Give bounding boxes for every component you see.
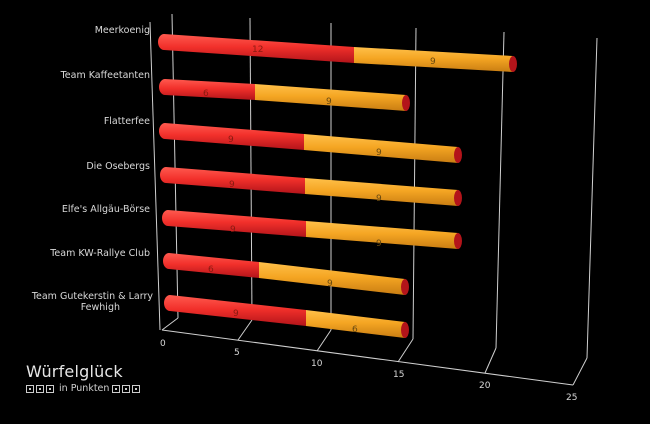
svg-text:6: 6 bbox=[208, 265, 214, 275]
bar-flatterfee: 9 9 bbox=[159, 123, 462, 163]
dice-icon bbox=[26, 384, 34, 393]
svg-text:9: 9 bbox=[229, 180, 235, 190]
category-label: Elfe's Allgäu-Börse bbox=[61, 204, 150, 215]
svg-text:9: 9 bbox=[233, 309, 239, 319]
svg-text:9: 9 bbox=[228, 135, 234, 145]
chart-subtitle: in Punkten bbox=[26, 383, 142, 394]
svg-text:9: 9 bbox=[230, 225, 236, 235]
x-tick-10: 10 bbox=[311, 359, 323, 369]
category-label: Meerkoenig bbox=[94, 25, 150, 36]
bar-die-osebergs: 9 9 bbox=[160, 167, 462, 206]
dice-icon bbox=[112, 384, 121, 393]
x-tick-20: 20 bbox=[479, 381, 491, 391]
subtitle-text: in Punkten bbox=[59, 383, 110, 394]
category-label: Die Osebergs bbox=[86, 161, 150, 172]
dice-icon bbox=[122, 384, 131, 393]
category-label: Fewhigh bbox=[80, 302, 120, 313]
svg-text:9: 9 bbox=[430, 57, 436, 67]
bar-team-kaffeetanten: 6 9 bbox=[159, 79, 410, 111]
svg-text:12: 12 bbox=[252, 45, 263, 55]
category-label: Team Gutekerstin & Larry bbox=[31, 291, 153, 302]
svg-text:9: 9 bbox=[376, 239, 382, 249]
chart-title: Würfelglück bbox=[26, 362, 123, 381]
svg-text:9: 9 bbox=[376, 148, 382, 158]
bar-team-kw-rallye-club: 6 9 bbox=[163, 253, 409, 295]
category-label: Team Kaffeetanten bbox=[60, 70, 150, 81]
svg-text:9: 9 bbox=[326, 97, 332, 107]
x-tick-25: 25 bbox=[566, 393, 577, 403]
x-tick-15: 15 bbox=[393, 370, 404, 380]
y-axis bbox=[149, 21, 161, 331]
dice-icon bbox=[46, 384, 54, 393]
bar-meerkoenig: 12 9 bbox=[158, 34, 517, 72]
category-label: Team KW-Rallye Club bbox=[50, 248, 150, 259]
svg-text:6: 6 bbox=[352, 325, 358, 335]
svg-text:9: 9 bbox=[327, 279, 333, 289]
x-axis bbox=[161, 317, 588, 386]
dice-icon bbox=[36, 384, 44, 393]
chart-title-block: Würfelglück in Punkten bbox=[26, 362, 142, 394]
svg-text:6: 6 bbox=[203, 89, 209, 99]
x-tick-5: 5 bbox=[234, 348, 240, 358]
x-tick-labels: 0 5 10 15 20 25 bbox=[160, 339, 577, 403]
svg-text:9: 9 bbox=[376, 194, 382, 204]
bar-team-gutekerstin-larry-fewhigh: 9 6 bbox=[164, 295, 409, 338]
bar-elfes-allgaeu-boerse: 9 9 bbox=[162, 210, 462, 249]
category-label: Flatterfee bbox=[103, 116, 150, 127]
x-tick-0: 0 bbox=[160, 339, 166, 349]
dice-icon bbox=[132, 384, 141, 393]
